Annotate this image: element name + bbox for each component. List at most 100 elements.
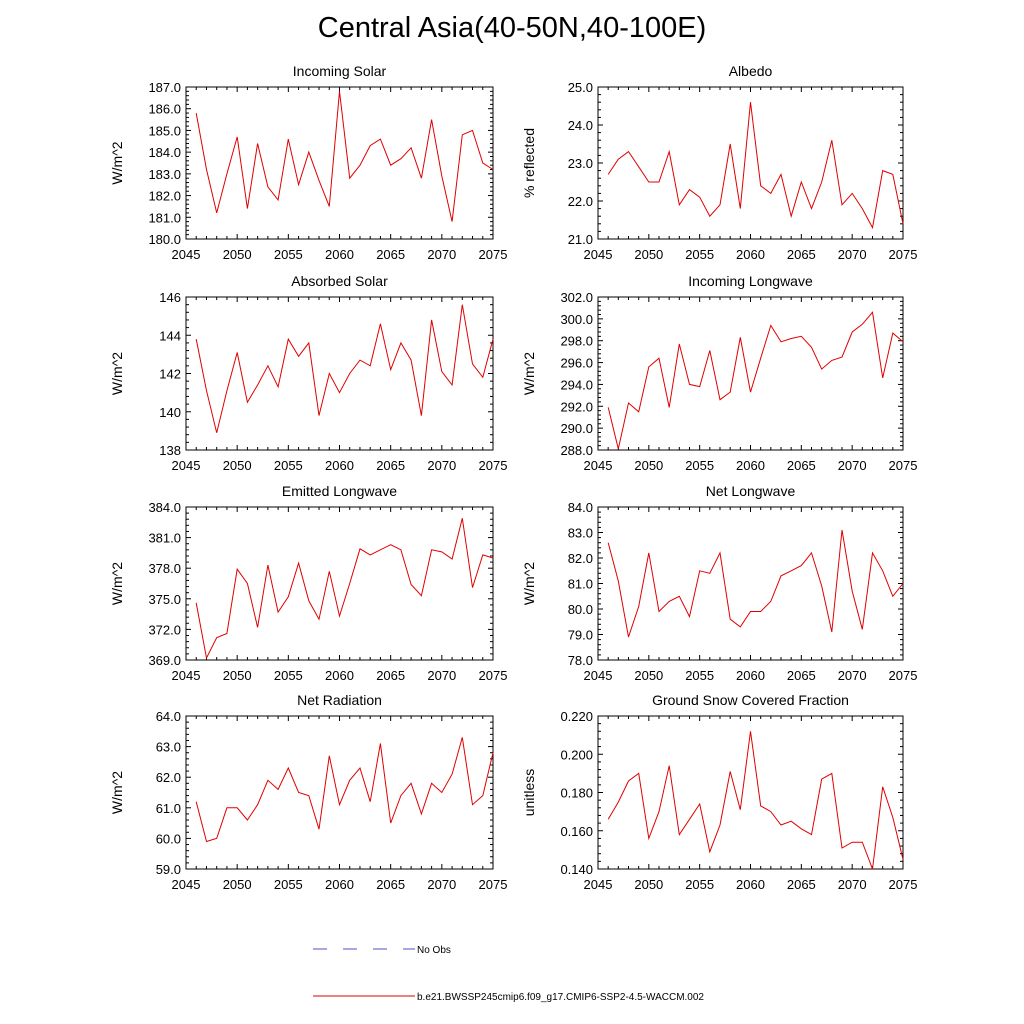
x-tick-label: 2060 bbox=[325, 247, 354, 262]
panel-title: Incoming Longwave bbox=[688, 273, 813, 289]
panel-title: Net Longwave bbox=[706, 483, 796, 499]
x-tick-label: 2075 bbox=[479, 668, 508, 683]
y-tick-label: 182.0 bbox=[148, 189, 181, 204]
y-axis-label: W/m^2 bbox=[521, 562, 537, 605]
y-axis-label: unitless bbox=[521, 769, 537, 816]
x-tick-label: 2065 bbox=[787, 247, 816, 262]
y-tick-label: 140 bbox=[159, 405, 181, 420]
y-tick-label: 181.0 bbox=[148, 210, 181, 225]
x-tick-label: 2075 bbox=[479, 247, 508, 262]
series-line-net-longwave bbox=[607, 529, 904, 638]
x-tick-label: 2075 bbox=[889, 247, 918, 262]
plot-frame-albedo bbox=[597, 86, 904, 240]
x-tick-label: 2075 bbox=[889, 668, 918, 683]
x-tick-label: 2065 bbox=[787, 668, 816, 683]
y-axis-label: W/m^2 bbox=[109, 352, 125, 395]
x-tick-label: 2050 bbox=[223, 877, 252, 892]
series-line-emitted-longwave bbox=[195, 518, 494, 660]
x-tick-label: 2055 bbox=[685, 877, 714, 892]
x-tick-label: 2045 bbox=[172, 877, 201, 892]
x-tick-label: 2060 bbox=[736, 877, 765, 892]
y-tick-label: 0.140 bbox=[560, 862, 593, 877]
x-tick-label: 2045 bbox=[584, 877, 613, 892]
x-tick-label: 2045 bbox=[172, 458, 201, 473]
panel-incoming-longwave: 2045 2050 2055 2060 2065 2070 2075 288.0 290.0 29… bbox=[521, 273, 917, 473]
panel-net-longwave: 2045 2050 2055 2060 2065 2070 2075 78.0 79.0 80.0… bbox=[521, 483, 917, 683]
y-tick-label: 0.200 bbox=[560, 747, 593, 762]
y-tick-label: 187.0 bbox=[148, 80, 181, 95]
series-line-albedo bbox=[607, 102, 904, 230]
y-tick-label: 78.0 bbox=[568, 653, 593, 668]
x-tick-label: 2050 bbox=[223, 458, 252, 473]
y-tick-label: 23.0 bbox=[568, 156, 593, 171]
y-tick-label: 290.0 bbox=[560, 421, 593, 436]
x-tick-label: 2045 bbox=[584, 668, 613, 683]
x-tick-label: 2070 bbox=[427, 247, 456, 262]
y-tick-label: 59.0 bbox=[156, 862, 181, 877]
x-tick-label: 2060 bbox=[736, 247, 765, 262]
y-tick-label: 183.0 bbox=[148, 167, 181, 182]
x-tick-label: 2065 bbox=[376, 458, 405, 473]
y-tick-label: 79.0 bbox=[568, 628, 593, 643]
y-tick-label: 369.0 bbox=[148, 653, 181, 668]
x-tick-label: 2060 bbox=[325, 458, 354, 473]
x-tick-label: 2065 bbox=[376, 877, 405, 892]
series-line-incoming-longwave bbox=[607, 311, 904, 450]
legend-obs-label: No Obs bbox=[417, 945, 451, 956]
x-tick-label: 2045 bbox=[172, 668, 201, 683]
plot-frame-net-radiation bbox=[185, 715, 494, 870]
y-tick-label: 22.0 bbox=[568, 194, 593, 209]
x-tick-label: 2050 bbox=[634, 458, 663, 473]
panel-ground-snow-covered-fraction: 2045 2050 2055 2060 2065 2070 2075 0.140 0.160 0.… bbox=[521, 692, 917, 892]
x-tick-label: 2060 bbox=[736, 458, 765, 473]
series-line-net-radiation bbox=[195, 737, 494, 843]
y-tick-label: 24.0 bbox=[568, 118, 593, 133]
series-line-incoming-solar bbox=[195, 91, 494, 222]
y-tick-label: 146 bbox=[159, 290, 181, 305]
y-tick-label: 60.0 bbox=[156, 831, 181, 846]
x-tick-label: 2075 bbox=[479, 458, 508, 473]
x-tick-label: 2055 bbox=[274, 668, 303, 683]
panel-albedo: 2045 2050 2055 2060 2065 2070 2075 21.0 22.0 23.0… bbox=[521, 63, 917, 262]
y-tick-label: 302.0 bbox=[560, 290, 593, 305]
y-tick-label: 21.0 bbox=[568, 232, 593, 247]
y-tick-label: 80.0 bbox=[568, 602, 593, 617]
y-tick-label: 180.0 bbox=[148, 232, 181, 247]
y-tick-label: 61.0 bbox=[156, 801, 181, 816]
y-tick-label: 185.0 bbox=[148, 123, 181, 138]
x-tick-label: 2075 bbox=[889, 877, 918, 892]
y-tick-label: 294.0 bbox=[560, 377, 593, 392]
panel-net-radiation: 2045 2050 2055 2060 2065 2070 2075 59.0 60.0 61.0… bbox=[109, 692, 507, 892]
y-axis-label: W/m^2 bbox=[521, 352, 537, 395]
x-tick-label: 2045 bbox=[584, 458, 613, 473]
y-tick-label: 292.0 bbox=[560, 399, 593, 414]
x-tick-label: 2065 bbox=[787, 458, 816, 473]
x-tick-label: 2070 bbox=[838, 668, 867, 683]
x-tick-label: 2055 bbox=[274, 458, 303, 473]
x-tick-label: 2060 bbox=[325, 877, 354, 892]
y-tick-label: 186.0 bbox=[148, 102, 181, 117]
x-tick-label: 2045 bbox=[172, 247, 201, 262]
plot-frame-incoming-longwave bbox=[597, 296, 904, 451]
x-tick-label: 2050 bbox=[223, 247, 252, 262]
legend-model-label: b.e21.BWSSP245cmip6.f09_g17.CMIP6-SSP2-4… bbox=[417, 992, 704, 1003]
x-tick-label: 2055 bbox=[685, 247, 714, 262]
x-tick-label: 2060 bbox=[736, 668, 765, 683]
y-tick-label: 0.220 bbox=[560, 709, 593, 724]
y-tick-label: 298.0 bbox=[560, 334, 593, 349]
y-tick-label: 375.0 bbox=[148, 592, 181, 607]
legend: No Obs b.e21.BWSSP245cmip6.f09_g17.CMIP6… bbox=[313, 945, 704, 1003]
y-tick-label: 300.0 bbox=[560, 312, 593, 327]
x-tick-label: 2070 bbox=[427, 458, 456, 473]
panel-grid: 2045 2050 2055 2060 2065 2070 2075 180.0 181.0 18… bbox=[109, 63, 917, 892]
x-tick-label: 2050 bbox=[634, 877, 663, 892]
y-tick-label: 138 bbox=[159, 443, 181, 458]
y-tick-label: 384.0 bbox=[148, 500, 181, 515]
x-tick-label: 2055 bbox=[685, 668, 714, 683]
plot-frame-ground-snow-covered-fraction bbox=[597, 715, 904, 870]
y-tick-label: 296.0 bbox=[560, 356, 593, 371]
y-axis-label: W/m^2 bbox=[109, 771, 125, 814]
panel-incoming-solar: 2045 2050 2055 2060 2065 2070 2075 180.0 181.0 18… bbox=[109, 63, 507, 262]
y-tick-label: 0.180 bbox=[560, 786, 593, 801]
